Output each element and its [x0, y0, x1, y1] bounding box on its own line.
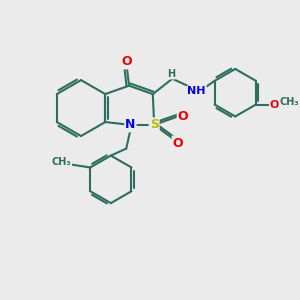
Text: N: N [125, 118, 136, 131]
Text: NH: NH [188, 86, 206, 96]
Text: S: S [150, 118, 159, 131]
Text: O: O [172, 136, 183, 149]
Text: CH₃: CH₃ [52, 157, 71, 167]
Text: O: O [270, 100, 279, 110]
Text: O: O [121, 56, 131, 68]
Text: CH₃: CH₃ [280, 97, 299, 107]
Text: H: H [167, 69, 175, 79]
Text: O: O [178, 110, 188, 123]
